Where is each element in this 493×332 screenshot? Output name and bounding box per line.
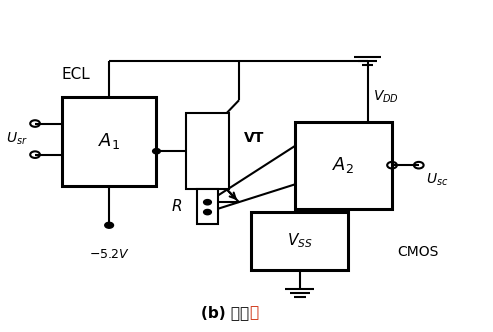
Text: $R$: $R$ [171, 198, 182, 214]
Circle shape [153, 148, 160, 154]
Circle shape [105, 222, 113, 228]
Text: $U_{sc}$: $U_{sc}$ [426, 172, 449, 188]
Text: CMOS: CMOS [397, 245, 438, 259]
Text: $A_2$: $A_2$ [332, 155, 354, 175]
Text: ECL: ECL [62, 67, 91, 82]
Text: $V_{DD}$: $V_{DD}$ [373, 89, 399, 105]
Text: $U_{sr}$: $U_{sr}$ [6, 131, 28, 147]
Circle shape [204, 200, 211, 205]
Bar [295, 122, 392, 209]
Bar [186, 113, 229, 189]
Bar [62, 97, 156, 186]
Text: VT: VT [244, 131, 264, 145]
Bar [197, 189, 218, 224]
Circle shape [204, 209, 211, 215]
Bar [251, 212, 349, 270]
Text: $-5.2V$: $-5.2V$ [89, 248, 130, 261]
Text: 二: 二 [249, 305, 258, 320]
Text: $V_{SS}$: $V_{SS}$ [287, 231, 313, 250]
Text: (b) 电路: (b) 电路 [201, 305, 249, 320]
Text: $A_1$: $A_1$ [98, 131, 120, 151]
